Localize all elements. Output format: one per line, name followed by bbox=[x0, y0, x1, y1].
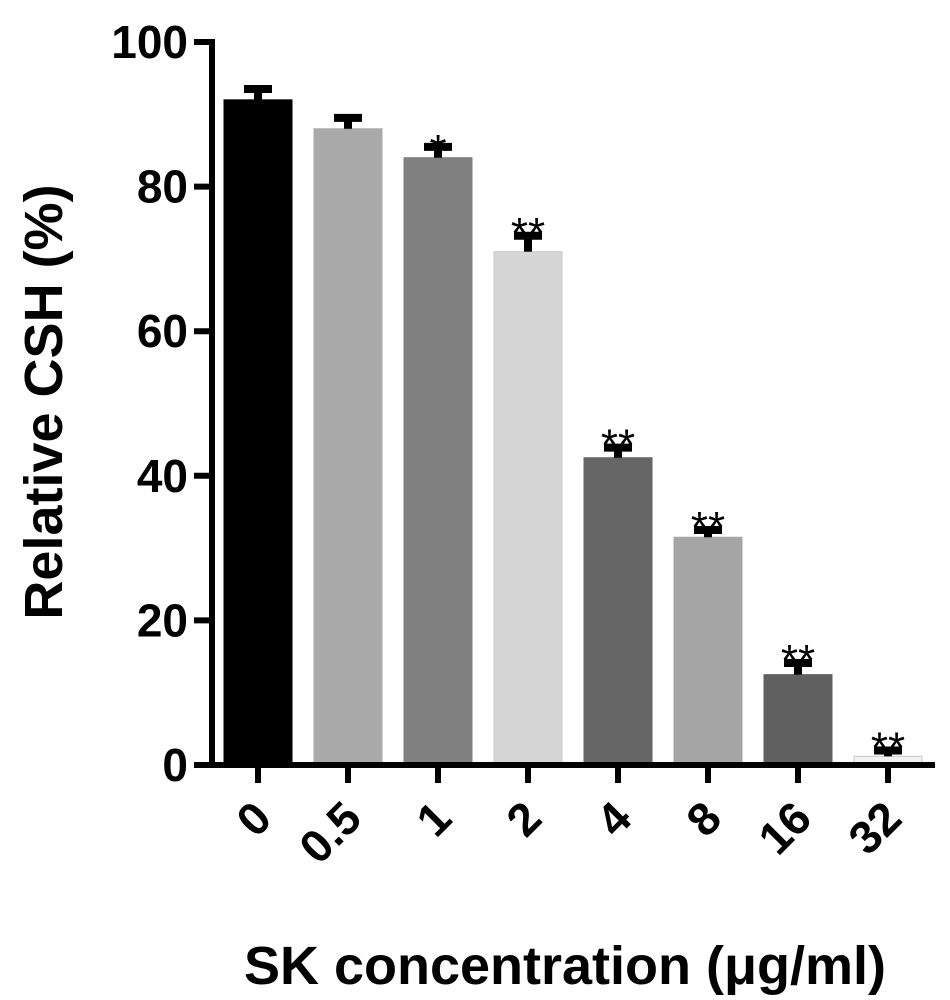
bar-1 bbox=[313, 128, 383, 766]
y-tick-label-5: 100 bbox=[111, 16, 188, 68]
x-ticks-group: 0 0.5 1 2 4 8 16 32 bbox=[226, 765, 911, 873]
y-tick-label-4: 80 bbox=[137, 161, 188, 213]
bar-4 bbox=[583, 457, 653, 766]
x-tick-label-3: 2 bbox=[496, 791, 551, 846]
y-tick-label-0: 0 bbox=[162, 739, 188, 791]
y-ticks-group: 0 20 40 60 80 100 bbox=[111, 16, 212, 791]
significance-marker-3: ** bbox=[511, 209, 545, 258]
bar-3 bbox=[493, 251, 563, 766]
x-tick-label-1: 0.5 bbox=[289, 791, 371, 873]
significance-marker-6: ** bbox=[781, 636, 815, 685]
y-tick-label-2: 40 bbox=[137, 450, 188, 502]
x-axis-title: SK concentration (μg/ml) bbox=[244, 936, 886, 996]
x-tick-label-5: 8 bbox=[676, 791, 731, 846]
y-axis-title: Relative CSH (%) bbox=[14, 184, 74, 619]
error-bars-group bbox=[244, 84, 902, 757]
significance-marker-4: ** bbox=[601, 421, 635, 470]
x-tick-label-6: 16 bbox=[748, 791, 821, 864]
bar-0 bbox=[223, 99, 293, 766]
x-tick-label-4: 4 bbox=[586, 791, 641, 846]
bar-2 bbox=[403, 157, 473, 766]
y-tick-label-1: 20 bbox=[137, 594, 188, 646]
axes-group bbox=[209, 39, 935, 768]
significance-group: *********** bbox=[429, 126, 905, 773]
bars-group bbox=[223, 99, 923, 766]
x-tick-label-7: 32 bbox=[838, 791, 911, 864]
significance-marker-5: ** bbox=[691, 503, 725, 552]
x-tick-label-2: 1 bbox=[406, 791, 461, 846]
bar-5 bbox=[673, 536, 743, 766]
y-tick-label-3: 60 bbox=[137, 305, 188, 357]
significance-marker-2: * bbox=[429, 126, 446, 175]
x-tick-label-0: 0 bbox=[226, 791, 281, 846]
bar-6 bbox=[763, 674, 833, 766]
